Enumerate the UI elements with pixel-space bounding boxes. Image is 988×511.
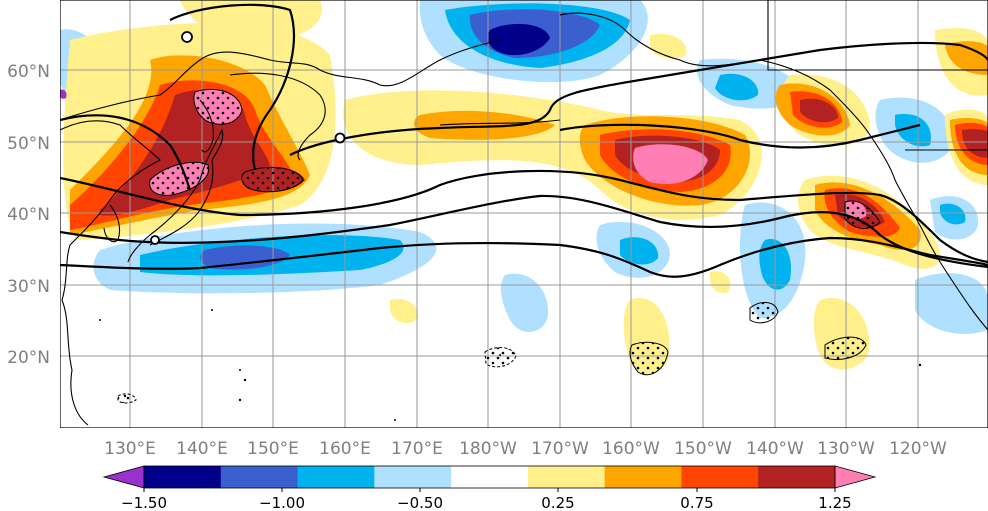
pink-area (633, 144, 708, 184)
longitude-label: 140°E (176, 439, 228, 459)
kamchatka-coastline (229, 72, 326, 161)
colorbar-label: −1.00 (259, 494, 305, 511)
longitude-label: 130°E (104, 439, 156, 459)
latitude-label: 20°N (7, 348, 50, 368)
medium-blue-area (200, 245, 290, 270)
colorbar-extend-high (834, 465, 877, 489)
latitude-label: 60°N (7, 62, 50, 82)
longitude-label: 120°W (889, 439, 947, 459)
colorbar-segment (144, 466, 222, 488)
longitude-label: 160°W (602, 439, 660, 459)
stipple-region (629, 341, 669, 376)
colorbar-label: 0.25 (541, 494, 574, 511)
colorbar-frame (143, 465, 836, 489)
asia-coastline (60, 120, 161, 426)
colorbar-segments (102, 465, 877, 489)
stipple-region (749, 302, 779, 324)
significance-stippling (117, 88, 881, 404)
stipple-region (193, 88, 243, 125)
stipple-region (844, 200, 881, 229)
contour-line (289, 41, 988, 156)
latitude-labels: 60°N 50°N 40°N 30°N 20°N (7, 62, 50, 368)
longitude-label: 160°E (319, 439, 371, 459)
contour-line (169, 3, 296, 171)
colorbar-extend-low (102, 465, 145, 489)
longitude-label: 130°W (817, 439, 875, 459)
orange-area (945, 41, 988, 75)
stipple-region (117, 393, 137, 404)
colorbar-segment (758, 466, 836, 488)
colorbar-label: −1.50 (121, 494, 167, 511)
colorbar-segment (604, 466, 682, 488)
contour-line (60, 169, 988, 264)
orange-area (414, 110, 555, 140)
colorbar-labels: −1.50 −1.00 −0.50 0.25 0.75 1.25 (121, 494, 852, 511)
yellow-area (709, 271, 731, 294)
colorbar: −1.50 −1.00 −0.50 0.25 0.75 1.25 (102, 465, 877, 511)
longitude-label: 180°W (459, 439, 517, 459)
colorbar-label: 1.25 (818, 494, 851, 511)
pacific-islands (99, 309, 922, 421)
dark-red-area (800, 98, 838, 123)
colorbar-label: −0.50 (397, 494, 443, 511)
longitude-label: 140°W (746, 439, 804, 459)
purple-area (60, 89, 67, 99)
contour-label-markers (150, 31, 346, 245)
contour-line (559, 123, 921, 149)
blue-area (940, 203, 966, 225)
dark-red-area (962, 129, 988, 158)
colorbar-label: 0.75 (680, 494, 713, 511)
colorbar-segment (681, 466, 759, 488)
yellow-area (180, 0, 322, 42)
blue-area (620, 237, 659, 265)
colorbar-ticks (143, 488, 836, 492)
longitude-label: 170°E (391, 439, 443, 459)
dark-blue-area (487, 23, 550, 56)
colorbar-segment (220, 466, 299, 488)
longitude-label: 150°E (247, 439, 299, 459)
stipple-region (149, 161, 210, 196)
map-plot-area (60, 0, 988, 428)
yellow-area (390, 298, 419, 324)
light-blue-area (915, 272, 988, 334)
colorbar-segment (374, 466, 452, 488)
colorbar-segment (451, 466, 529, 488)
blue-area (895, 114, 931, 147)
blue-area (715, 73, 759, 101)
stipple-region (484, 347, 517, 368)
longitude-labels: 130°E 140°E 150°E 160°E 170°E 180°W 170°… (104, 439, 947, 459)
north-america-border (767, 0, 988, 71)
latitude-label: 30°N (7, 277, 50, 297)
latitude-label: 50°N (7, 134, 50, 154)
aleutian-islands (439, 119, 561, 126)
colorbar-segment (527, 466, 606, 488)
latitude-label: 40°N (7, 205, 50, 225)
longitude-label: 150°W (674, 439, 732, 459)
colorbar-segment (297, 466, 375, 488)
stipple-region (824, 336, 867, 360)
contour-line (60, 236, 988, 278)
longitude-label: 170°W (531, 439, 589, 459)
yellow-area (650, 33, 687, 59)
light-blue-area (500, 273, 549, 332)
stipple-region (241, 166, 304, 193)
